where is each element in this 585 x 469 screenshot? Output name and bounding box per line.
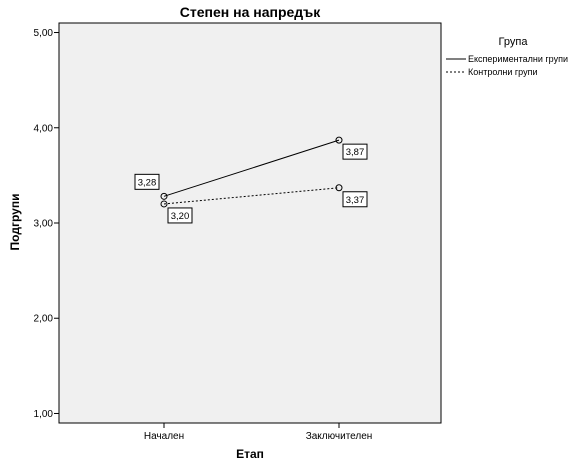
data-label-box	[134, 173, 160, 190]
legend: Група Експериментални групи Контролни гр…	[446, 36, 568, 77]
y-tick-label: 4,00	[34, 123, 54, 134]
y-axis: 1,00 2,00 3,00 4,00 5,00	[34, 28, 59, 420]
data-point-marker	[160, 192, 168, 200]
data-point-marker	[335, 184, 343, 192]
series-layer	[160, 136, 343, 208]
legend-label-series-1: Експериментални групи	[468, 54, 568, 64]
data-label-layer: 3,28 3,87 3,20 3,37	[134, 143, 368, 224]
legend-label-series-2: Контролни групи	[468, 67, 538, 77]
data-label-box	[342, 191, 368, 208]
y-tick-label: 1,00	[34, 409, 54, 420]
data-label: 3,87	[346, 147, 365, 158]
data-label: 3,37	[346, 195, 365, 206]
chart-title: Степен на напредък	[180, 4, 321, 20]
series-line-1	[163, 139, 340, 197]
x-axis-title: Етап	[236, 447, 264, 461]
series-line-2	[163, 187, 340, 205]
data-label: 3,20	[171, 211, 190, 222]
y-tick-label: 3,00	[34, 219, 54, 230]
data-point-marker	[335, 136, 343, 144]
y-tick-label: 5,00	[34, 28, 54, 39]
y-tick-label: 2,00	[34, 314, 54, 325]
data-label: 3,28	[138, 177, 157, 188]
y-axis-title: Подгрупи	[8, 194, 22, 251]
data-label-box	[342, 143, 368, 160]
x-tick-label: Начален	[144, 431, 184, 442]
plot-area	[58, 22, 442, 424]
x-axis: Начален Заключителен	[144, 423, 372, 442]
data-label-box	[167, 207, 193, 224]
legend-title: Група	[499, 36, 529, 48]
data-point-marker	[160, 200, 168, 208]
x-tick-label: Заключителен	[306, 431, 373, 442]
